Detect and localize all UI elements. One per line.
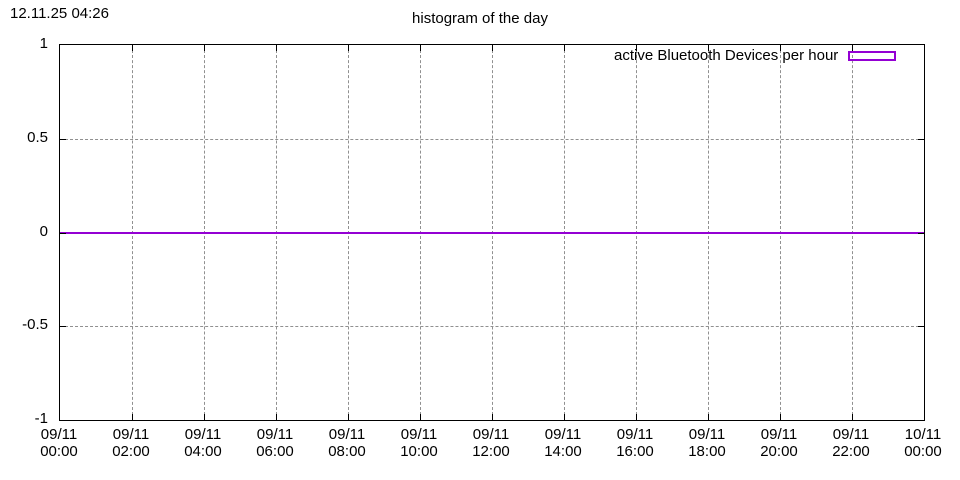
x-tick-mark	[564, 45, 565, 51]
x-tick-label: 09/11 12:00	[446, 426, 536, 460]
x-tick-mark	[636, 45, 637, 51]
x-tick-mark	[492, 414, 493, 420]
x-tick-mark	[852, 414, 853, 420]
x-tick-label: 09/11 08:00	[302, 426, 392, 460]
y-tick-label: 0.5	[27, 128, 48, 146]
plot-frame	[59, 44, 925, 421]
x-tick-label-time: 08:00	[328, 443, 366, 460]
y-tick-label: -0.5	[22, 316, 48, 334]
x-tick-mark	[132, 414, 133, 420]
x-tick-label-date: 09/11	[328, 426, 366, 443]
x-tick-mark	[780, 45, 781, 51]
x-tick-label-time: 22:00	[832, 443, 870, 460]
timestamp-label: 12.11.25 04:26	[10, 5, 109, 22]
x-tick-label-time: 18:00	[688, 443, 726, 460]
x-tick-mark	[348, 414, 349, 420]
x-tick-mark	[276, 45, 277, 51]
chart-title: histogram of the day	[412, 10, 548, 27]
legend-key-line	[848, 51, 897, 61]
x-tick-mark	[204, 414, 205, 420]
x-tick-label-time: 16:00	[616, 443, 654, 460]
x-tick-label-date: 09/11	[544, 426, 582, 443]
x-tick-label-date: 09/11	[256, 426, 294, 443]
y-tick-mark	[918, 138, 924, 140]
x-tick-mark	[852, 45, 853, 51]
x-tick-mark	[204, 45, 205, 51]
x-tick-label: 09/11 18:00	[662, 426, 752, 460]
x-tick-label-date: 09/11	[40, 426, 78, 443]
x-tick-label-date: 09/11	[616, 426, 654, 443]
x-tick-label: 09/11 20:00	[734, 426, 824, 460]
x-tick-label-time: 00:00	[40, 443, 78, 460]
x-tick-label-time: 00:00	[904, 443, 942, 460]
x-tick-label: 10/11 00:00	[878, 426, 960, 460]
x-tick-label: 09/11 06:00	[230, 426, 320, 460]
x-tick-label: 09/11 00:00	[14, 426, 104, 460]
x-tick-label-time: 10:00	[400, 443, 438, 460]
x-tick-label: 09/11 02:00	[86, 426, 176, 460]
x-tick-label-date: 09/11	[832, 426, 870, 443]
x-tick-mark	[708, 414, 709, 420]
x-tick-mark	[420, 414, 421, 420]
legend-entry-label: active Bluetooth Devices per hour	[614, 47, 839, 64]
legend: active Bluetooth Devices per hour	[614, 45, 897, 67]
x-tick-label-time: 20:00	[760, 443, 798, 460]
x-tick-mark	[492, 45, 493, 51]
y-tick-label: 0	[39, 222, 48, 240]
x-tick-label: 09/11 10:00	[374, 426, 464, 460]
y-tick-mark	[60, 232, 66, 234]
y-tick-mark	[918, 232, 924, 234]
plot-area	[60, 45, 924, 420]
x-tick-mark	[636, 414, 637, 420]
y-tick-mark	[918, 326, 924, 328]
x-tick-label: 09/11 04:00	[158, 426, 248, 460]
x-tick-mark	[348, 45, 349, 51]
x-tick-mark	[708, 45, 709, 51]
x-tick-mark	[780, 414, 781, 420]
x-tick-label-date: 09/11	[400, 426, 438, 443]
x-tick-label-date: 09/11	[112, 426, 150, 443]
x-tick-mark	[132, 45, 133, 51]
data-series-line	[60, 231, 924, 234]
x-tick-label-time: 14:00	[544, 443, 582, 460]
x-tick-label-time: 06:00	[256, 443, 294, 460]
x-tick-mark	[420, 45, 421, 51]
x-tick-label-date: 09/11	[760, 426, 798, 443]
x-tick-label-time: 02:00	[112, 443, 150, 460]
y-tick-mark	[60, 326, 66, 328]
x-tick-mark	[276, 414, 277, 420]
x-tick-label: 09/11 22:00	[806, 426, 896, 460]
x-tick-label-date: 09/11	[472, 426, 510, 443]
x-tick-label-date: 09/11	[688, 426, 726, 443]
y-tick-label: 1	[39, 35, 48, 52]
x-tick-label: 09/11 14:00	[518, 426, 608, 460]
y-tick-label: -1	[34, 410, 48, 427]
x-tick-label-time: 12:00	[472, 443, 510, 460]
x-tick-label-date: 10/11	[904, 426, 942, 443]
x-tick-label: 09/11 16:00	[590, 426, 680, 460]
x-tick-label-time: 04:00	[184, 443, 222, 460]
x-tick-label-date: 09/11	[184, 426, 222, 443]
x-tick-mark	[564, 414, 565, 420]
y-tick-mark	[60, 138, 66, 140]
